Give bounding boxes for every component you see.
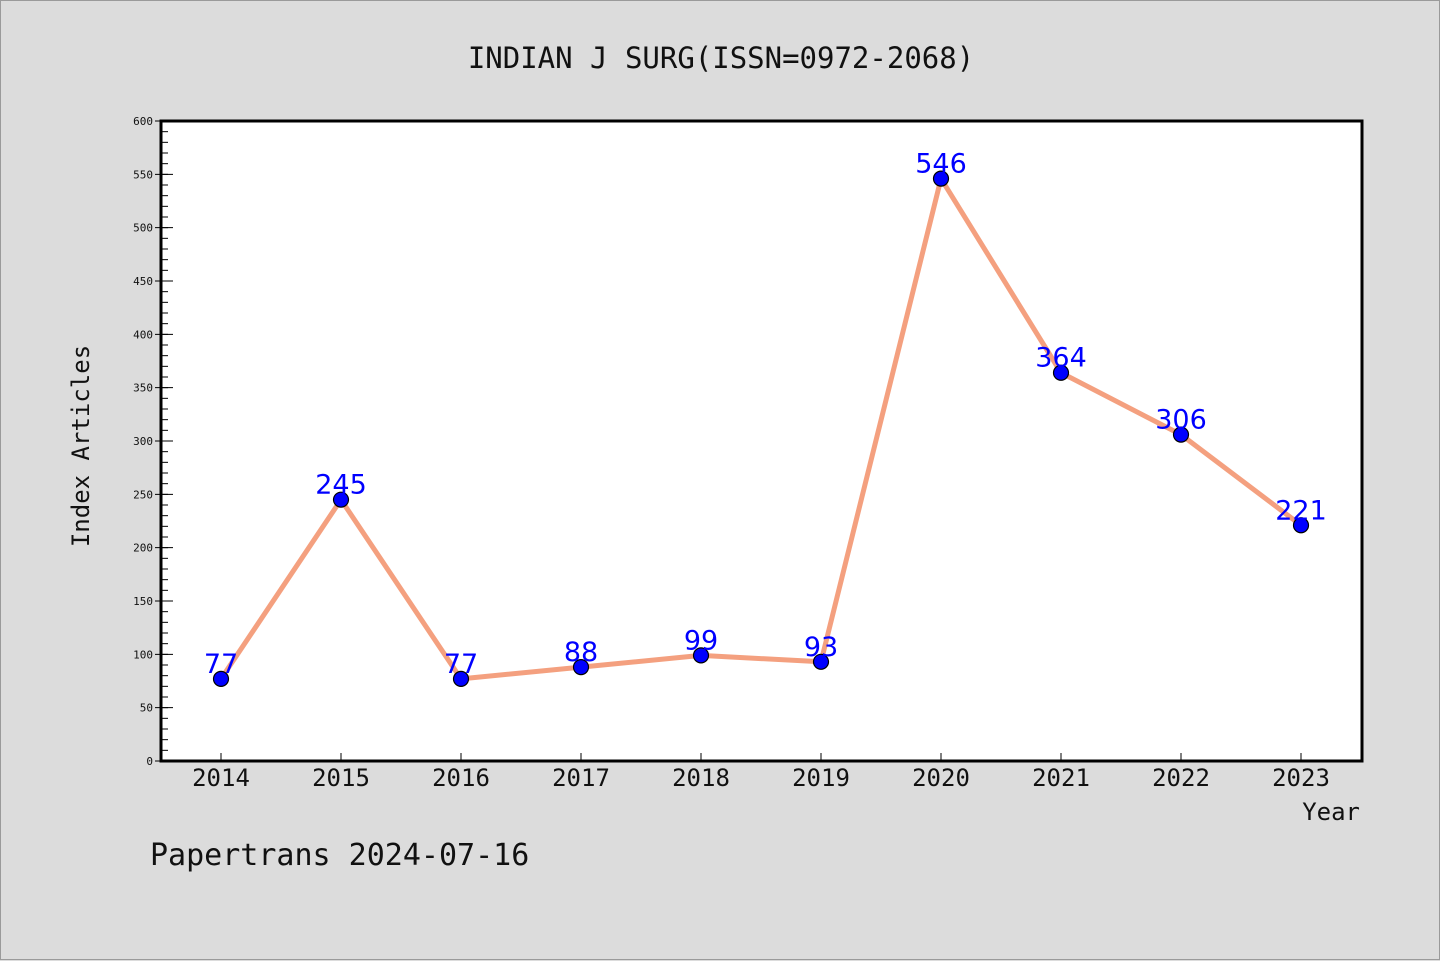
y-tick-label: 0 <box>146 755 153 768</box>
data-point <box>1172 426 1190 443</box>
y-tick-label: 600 <box>133 115 153 128</box>
y-tick-label: 350 <box>133 382 153 395</box>
series-index-articles <box>212 170 1310 687</box>
x-tick-label: 2020 <box>912 764 970 792</box>
data-label: 221 <box>1275 495 1327 526</box>
data-point <box>812 653 830 670</box>
data-point <box>1292 517 1310 534</box>
data-label: 364 <box>1035 343 1087 374</box>
data-labels: 77 245 77 88 99 93 546 364 306 221 <box>204 149 1327 680</box>
data-label: 306 <box>1155 405 1207 436</box>
data-point <box>1052 364 1070 381</box>
y-tick-label: 550 <box>133 168 153 181</box>
data-label: 245 <box>315 470 367 501</box>
series-line <box>218 176 1304 682</box>
data-label: 99 <box>684 625 718 656</box>
y-tick-label: 100 <box>133 648 153 661</box>
x-tick-label: 2016 <box>432 764 490 792</box>
y-axis-ticks: 0 50 100 150 200 250 300 350 400 450 500 550 600 <box>133 115 173 768</box>
x-tick-label: 2018 <box>672 764 730 792</box>
x-axis-label: Year <box>1302 798 1360 826</box>
x-tick-label: 2014 <box>192 764 250 792</box>
x-tick-label: 2023 <box>1272 764 1330 792</box>
plot-border <box>159 119 1364 763</box>
y-axis-label: Index Articles <box>67 345 95 547</box>
y-tick-label: 250 <box>133 488 153 501</box>
data-point <box>452 670 470 687</box>
y-tick-label: 500 <box>133 222 153 235</box>
data-point <box>332 491 350 508</box>
x-tick-label: 2021 <box>1032 764 1090 792</box>
footer-text: Papertrans 2024-07-16 <box>150 838 529 873</box>
x-tick-label: 2022 <box>1152 764 1210 792</box>
data-point <box>212 670 230 687</box>
y-tick-label: 400 <box>133 328 153 341</box>
x-tick-label: 2017 <box>552 764 610 792</box>
data-label: 77 <box>204 649 238 680</box>
data-label: 88 <box>564 637 598 668</box>
x-tick-label: 2015 <box>312 764 370 792</box>
data-point <box>572 659 590 676</box>
data-point <box>932 170 950 187</box>
x-tick-label: 2019 <box>792 764 850 792</box>
data-label: 93 <box>804 632 838 663</box>
data-label: 546 <box>915 149 967 180</box>
data-point <box>692 647 710 664</box>
y-tick-label: 150 <box>133 595 153 608</box>
x-axis-ticks: 2014 2015 2016 2017 2018 2019 2020 2021 2022 2023 <box>192 753 1330 792</box>
y-tick-label: 50 <box>140 702 153 715</box>
data-label: 77 <box>444 649 478 680</box>
y-tick-label: 300 <box>133 435 153 448</box>
plot-area <box>161 121 1362 761</box>
y-tick-label: 450 <box>133 275 153 288</box>
chart-title: INDIAN J SURG(ISSN=0972-2068) <box>468 41 974 75</box>
y-tick-label: 200 <box>133 542 153 555</box>
